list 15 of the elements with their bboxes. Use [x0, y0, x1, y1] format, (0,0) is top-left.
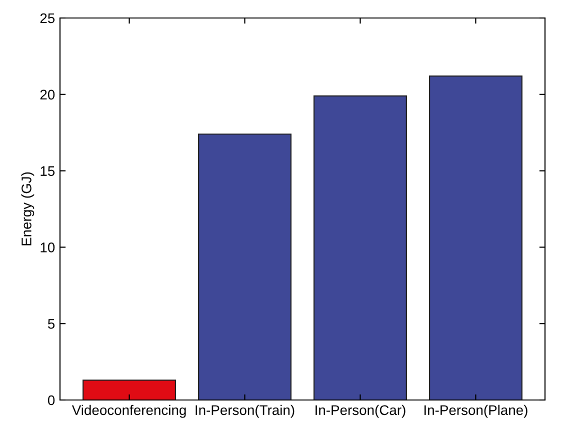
x-tick-label: Videoconferencing	[72, 404, 186, 418]
y-tick-label: 25	[40, 13, 55, 24]
y-tick-label: 15	[40, 166, 55, 176]
bar	[198, 134, 292, 400]
bar	[313, 95, 407, 400]
y-tick-label: 0	[48, 395, 55, 406]
y-tick-label: 10	[40, 242, 55, 252]
x-tick-label: In-Person(Plane)	[424, 404, 528, 418]
bar	[428, 76, 522, 400]
y-tick-label: 5	[48, 319, 55, 329]
x-tick-label: In-Person(Train)	[196, 404, 294, 418]
y-tick-label: 20	[40, 90, 55, 100]
x-tick-label: In-Person(Car)	[316, 404, 406, 418]
bar	[82, 380, 176, 400]
y-axis-title: Energy (GJ)	[21, 172, 34, 246]
